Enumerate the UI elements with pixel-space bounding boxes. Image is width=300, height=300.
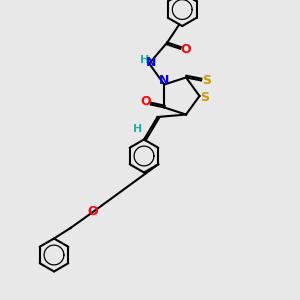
Text: O: O (181, 43, 191, 56)
Text: N: N (146, 56, 156, 69)
Text: O: O (88, 205, 98, 218)
Text: S: S (202, 74, 211, 87)
Text: S: S (200, 91, 209, 104)
Text: H: H (134, 124, 142, 134)
Text: H: H (140, 55, 149, 65)
Text: O: O (140, 95, 151, 108)
Text: N: N (159, 74, 169, 86)
